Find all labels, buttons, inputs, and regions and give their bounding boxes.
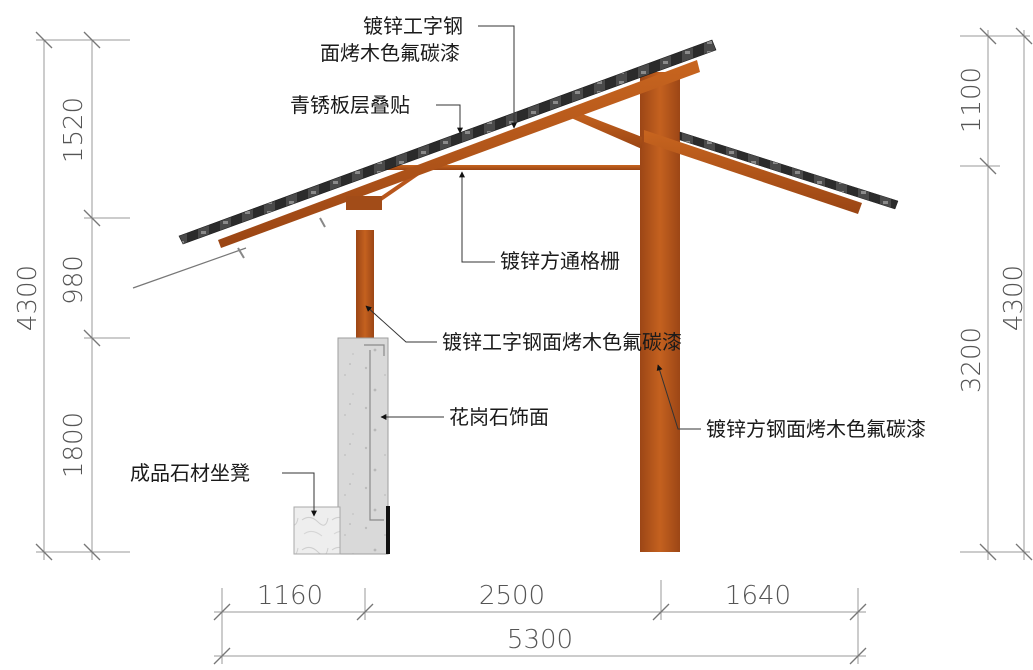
dim-bottom-total: 5300: [507, 625, 573, 655]
pier-top-outline: [364, 344, 385, 356]
leader-short-column: [365, 305, 437, 343]
pier-inner-outline: [369, 350, 384, 521]
left-tick: [35, 543, 53, 561]
leader-stone-seat: [282, 472, 317, 517]
bottom-tick: [652, 603, 670, 621]
grille-tube: [372, 165, 644, 170]
dim-right-upper: 1100: [957, 67, 987, 133]
dim-bottom-middle: 2500: [479, 581, 545, 611]
dim-left-upper: 1520: [59, 97, 89, 163]
bottom-tick: [213, 603, 231, 621]
dim-bottom-right: 1640: [725, 581, 791, 611]
bottom-tick: [849, 647, 867, 665]
left-tick: [83, 329, 101, 347]
right-tick: [979, 157, 997, 175]
leader-main-column: [656, 364, 701, 430]
stone-seat-bench: [293, 506, 341, 555]
right-dimension-chain: 1100 3200 4300: [957, 27, 1033, 561]
dim-left-total: 4300: [13, 265, 43, 331]
right-tick: [979, 543, 997, 561]
bottom-tick: [356, 603, 374, 621]
purlin-hook: [237, 247, 245, 259]
right-tick: [979, 27, 997, 45]
dim-bottom-left: 1160: [257, 581, 323, 611]
left-dimension-chain: 1520 980 1800 4300: [13, 31, 130, 561]
left-roof-panel: [178, 39, 717, 245]
label-stone-facing: 花岗石饰面: [449, 405, 549, 429]
eave-extension-line: [132, 247, 247, 289]
bottom-dimension-chain: 1160 2500 1640 5300: [213, 580, 867, 665]
label-short-column: 镀锌工字钢面烤木色氟碳漆: [442, 330, 682, 354]
label-roof-beam-line1: 镀锌工字钢: [363, 14, 463, 38]
bottom-tick: [849, 603, 867, 621]
annotations: 镀锌工字钢 面烤木色氟碳漆 青锈板层叠贴 镀锌方通格栅 镀锌工字钢面烤木色氟碳漆…: [130, 14, 926, 517]
label-stone-seat: 成品石材坐凳: [130, 461, 250, 485]
leader-grille: [459, 171, 495, 263]
dim-right-lower: 3200: [957, 327, 987, 393]
column-cap-plate: [346, 196, 382, 210]
dim-right-total: 4300: [999, 265, 1029, 331]
leader-roof-beam: [478, 25, 517, 129]
knee-brace: [562, 110, 642, 149]
main-square-steel-column: [640, 72, 680, 552]
label-main-column: 镀锌方钢面烤木色氟碳漆: [706, 417, 926, 441]
right-tick: [1015, 27, 1033, 45]
left-tick: [83, 209, 101, 227]
dim-left-middle: 980: [59, 255, 89, 305]
pier-edge-trim: [386, 506, 390, 554]
right-roof-panel: [679, 131, 899, 210]
right-roof-beam: [644, 130, 862, 214]
label-roof-beam-line2: 面烤木色氟碳漆: [320, 41, 460, 65]
pavilion-structure: [132, 39, 899, 555]
granite-clad-pier: [337, 337, 389, 555]
bottom-tick: [213, 647, 231, 665]
left-tick: [83, 31, 101, 49]
dim-left-lower: 1800: [59, 412, 89, 478]
left-tick: [35, 31, 53, 49]
label-roof-panel: 青锈板层叠贴: [290, 93, 410, 117]
left-roof-rafter: [218, 60, 700, 248]
label-grille: 镀锌方通格栅: [500, 249, 620, 273]
purlin-hook: [319, 217, 326, 228]
left-tick: [83, 543, 101, 561]
leader-roof-panel: [436, 104, 463, 134]
right-tick: [1015, 543, 1033, 561]
short-i-beam-column: [356, 230, 374, 340]
